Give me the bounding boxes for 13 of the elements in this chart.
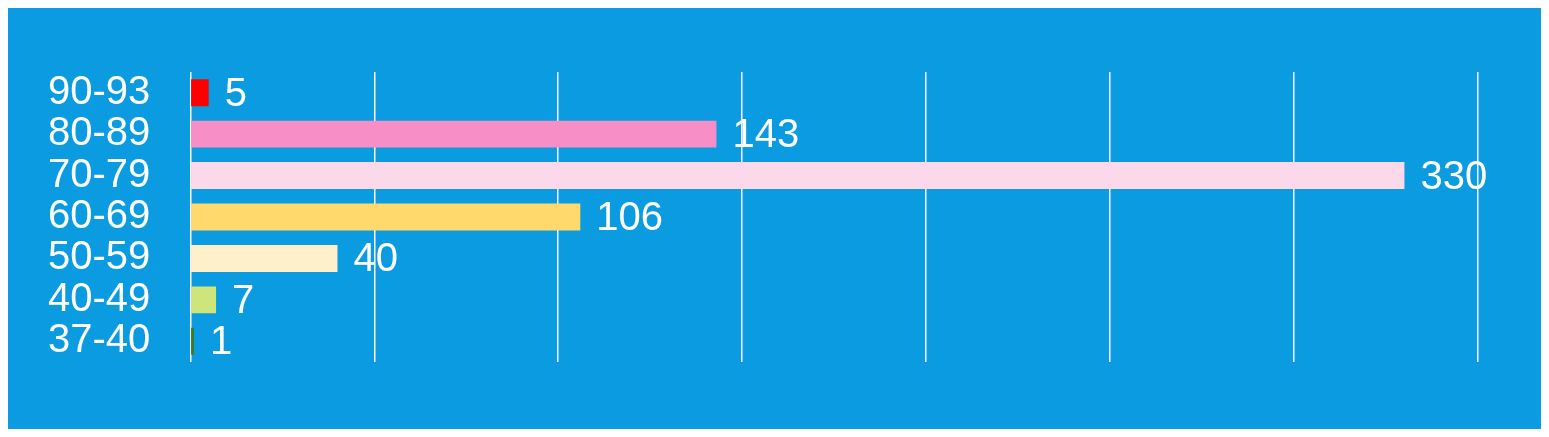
y-tick-label: 90-93 [47, 67, 151, 112]
bar [191, 120, 717, 148]
bar [191, 203, 581, 231]
bar [191, 162, 1405, 190]
bar [191, 327, 194, 355]
data-label: 5 [224, 69, 247, 114]
data-label: 106 [596, 194, 664, 239]
y-tick-label: 37-40 [47, 316, 151, 361]
data-label: 1 [209, 318, 233, 363]
bar [191, 79, 209, 107]
bar [191, 244, 338, 272]
data-label: 7 [232, 276, 255, 321]
bar [191, 286, 217, 314]
